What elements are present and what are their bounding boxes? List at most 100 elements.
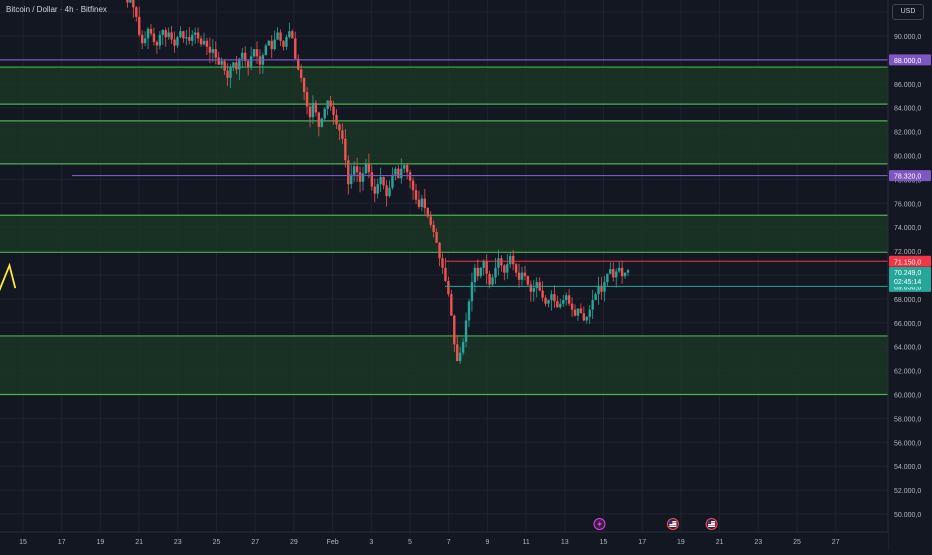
candle-body xyxy=(479,267,482,277)
candle-body xyxy=(332,106,335,115)
support-resistance-zone[interactable] xyxy=(0,335,888,395)
candle-body xyxy=(497,258,500,268)
candle-body xyxy=(535,282,538,289)
candle-body xyxy=(447,280,450,295)
price-tick-label: 50.000,0 xyxy=(894,512,921,519)
time-tick-label: 21 xyxy=(716,539,724,546)
price-tick-label: 56.000,0 xyxy=(894,440,921,447)
support-resistance-zone[interactable] xyxy=(0,67,888,105)
price-label-tag xyxy=(889,54,931,66)
candle-body xyxy=(273,39,276,50)
candle-body xyxy=(556,301,559,308)
candle-body xyxy=(329,100,332,107)
candle-body xyxy=(461,341,465,353)
time-axis[interactable] xyxy=(0,532,888,550)
current-price-label: 70.249,0 xyxy=(894,270,921,277)
time-tick-label: 15 xyxy=(19,539,27,546)
candle-body xyxy=(591,300,594,310)
candle-body xyxy=(317,112,321,127)
candle-body xyxy=(267,40,270,46)
price-label-text: 88.000,0 xyxy=(894,58,921,65)
price-label-tag xyxy=(889,255,931,267)
candle-body xyxy=(158,34,162,46)
candle-body xyxy=(617,267,621,272)
candle-body xyxy=(532,288,535,292)
candle-body xyxy=(458,352,462,362)
candle-body xyxy=(238,58,241,70)
candle-body xyxy=(570,303,574,310)
us-flag-icon[interactable] xyxy=(705,518,718,530)
candle-body xyxy=(126,0,129,3)
candle-body xyxy=(470,282,474,302)
candle-body xyxy=(511,255,515,265)
candle-body xyxy=(276,32,279,40)
candle-body xyxy=(291,31,294,39)
support-resistance-zone[interactable] xyxy=(0,120,888,164)
symbol-title[interactable]: Bitcoin / Dollar · 4h · Bitfinex xyxy=(6,5,107,14)
candle-body xyxy=(373,186,376,194)
candle-body xyxy=(626,270,630,273)
time-tick-label: 17 xyxy=(58,539,66,546)
candle-body xyxy=(217,57,220,65)
candle-body xyxy=(302,77,306,93)
candle-body xyxy=(255,49,259,57)
candle-body xyxy=(226,70,229,78)
candle-body xyxy=(547,300,550,304)
candle-body xyxy=(202,40,206,45)
candle-body xyxy=(220,61,223,65)
candle-body xyxy=(185,37,188,39)
time-tick-label: 5 xyxy=(408,539,412,546)
candle-body xyxy=(344,138,347,161)
candle-body xyxy=(438,242,441,259)
candle-body xyxy=(476,267,480,277)
candle-body xyxy=(305,92,309,107)
time-tick-label: 25 xyxy=(793,539,801,546)
candle-body xyxy=(188,37,191,41)
candle-body xyxy=(541,290,544,298)
candle-body xyxy=(143,38,147,44)
candle-body xyxy=(294,38,297,59)
current-price-tag xyxy=(889,267,931,288)
candle-body xyxy=(423,198,427,209)
lightning-icon[interactable] xyxy=(593,518,606,530)
candle-body xyxy=(444,267,447,281)
support-resistance-zone[interactable] xyxy=(0,215,888,253)
candle-body xyxy=(397,168,400,179)
candle-body xyxy=(282,40,285,47)
us-flag-icon[interactable] xyxy=(666,518,679,530)
time-tick-label: 7 xyxy=(447,539,451,546)
price-label-text: 71.150,0 xyxy=(894,259,921,266)
candle-body xyxy=(400,168,403,179)
candle-body xyxy=(370,172,374,187)
candle-body xyxy=(506,264,509,273)
candle-body xyxy=(503,265,506,273)
time-tick-label: 19 xyxy=(97,539,105,546)
candle-body xyxy=(450,294,453,316)
time-tick-label: 15 xyxy=(600,539,608,546)
candle-body xyxy=(367,163,371,173)
candle-body xyxy=(264,45,268,56)
candle-body xyxy=(232,62,235,68)
zigzag-pattern-drawing[interactable] xyxy=(0,251,17,332)
candle-body xyxy=(464,320,468,342)
candle-body xyxy=(620,267,624,277)
candle-body xyxy=(417,199,421,207)
candle-body xyxy=(403,165,406,169)
price-tick-label: 64.000,0 xyxy=(894,345,921,352)
price-tick-label: 66.000,0 xyxy=(894,321,921,328)
candle-body xyxy=(182,31,185,39)
price-tick-label: 72.000,0 xyxy=(894,249,921,256)
price-tick-label: 82.000,0 xyxy=(894,130,921,137)
candle-body xyxy=(414,190,418,200)
candle-body xyxy=(285,37,288,47)
candle-body xyxy=(394,168,397,175)
candle-body xyxy=(509,255,512,265)
price-tick-label: 90.000,0 xyxy=(894,34,921,41)
candle-body xyxy=(297,58,300,70)
candle-body xyxy=(155,41,159,46)
price-tick-label: 58.000,0 xyxy=(894,416,921,423)
currency-button[interactable]: USD xyxy=(892,4,924,20)
candle-body xyxy=(288,31,291,38)
